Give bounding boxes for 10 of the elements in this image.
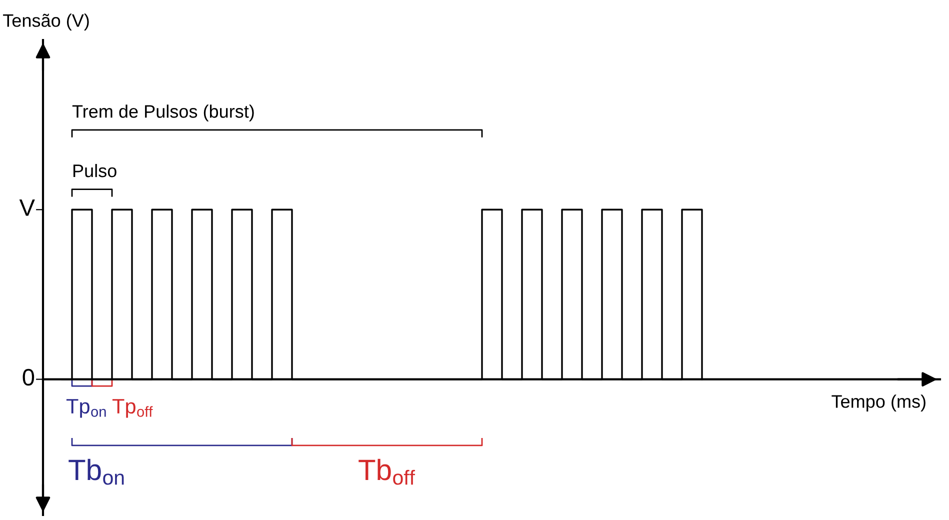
text: Tensão (V)	[3, 14, 89, 30]
text: Tp$_{off}$	[112, 399, 153, 418]
text: Tp$_{on}$	[66, 399, 106, 418]
text: V	[19, 200, 35, 216]
text: Tempo (ms)	[832, 394, 926, 412]
text: Tb$_{on}$	[68, 458, 124, 485]
text: Trem de Pulsos (burst)	[72, 104, 254, 122]
text: Pulso	[73, 164, 116, 178]
text: Tb$_{off}$	[358, 458, 416, 485]
text: 0	[22, 368, 34, 386]
